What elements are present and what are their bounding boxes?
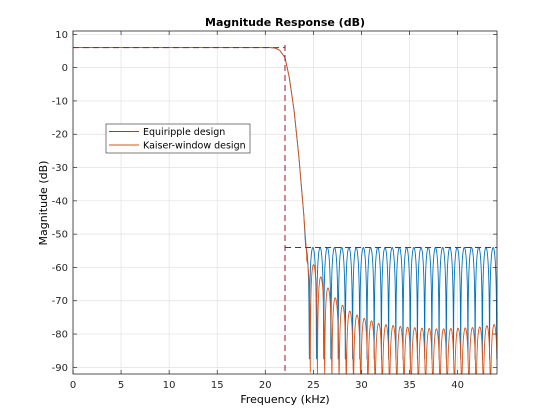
legend-label-kaiser: Kaiser-window design xyxy=(143,141,246,152)
y-tick-label: 10 xyxy=(55,30,68,41)
y-tick-label: 0 xyxy=(62,63,68,74)
legend-box xyxy=(105,123,251,154)
y-tick-label: -10 xyxy=(52,96,68,107)
legend-label-equiripple: Equiripple design xyxy=(143,127,225,138)
y-tick-label: -60 xyxy=(52,263,68,274)
y-axis-label: Magnitude (dB) xyxy=(37,161,50,246)
y-tick-label: -30 xyxy=(52,163,68,174)
y-tick-label: -40 xyxy=(52,196,68,207)
legend: Equiripple design Kaiser-window design xyxy=(105,123,251,154)
axes-box xyxy=(72,30,498,375)
x-tick-label: 20 xyxy=(259,380,272,391)
y-tick-label: -50 xyxy=(52,230,68,241)
x-tick-label: 5 xyxy=(118,380,124,391)
x-tick-label: 35 xyxy=(403,380,416,391)
y-tick-label: -80 xyxy=(52,330,68,341)
x-tick-label: 30 xyxy=(355,380,368,391)
tick-marks xyxy=(72,31,497,374)
y-tick-label: -20 xyxy=(52,130,68,141)
x-tick-label: 10 xyxy=(163,380,176,391)
y-tick-label: -70 xyxy=(52,296,68,307)
x-tick-label: 25 xyxy=(307,380,320,391)
x-tick-label: 15 xyxy=(211,380,224,391)
x-axis-label: Frequency (kHz) xyxy=(240,393,329,406)
y-tick-label: -90 xyxy=(52,363,68,374)
x-tick-label: 0 xyxy=(70,380,76,391)
chart-title: Magnitude Response (dB) xyxy=(205,16,365,29)
axes-background xyxy=(73,31,497,374)
x-tick-label: 40 xyxy=(451,380,464,391)
plot-area xyxy=(72,30,498,375)
spec-mask xyxy=(73,45,497,374)
